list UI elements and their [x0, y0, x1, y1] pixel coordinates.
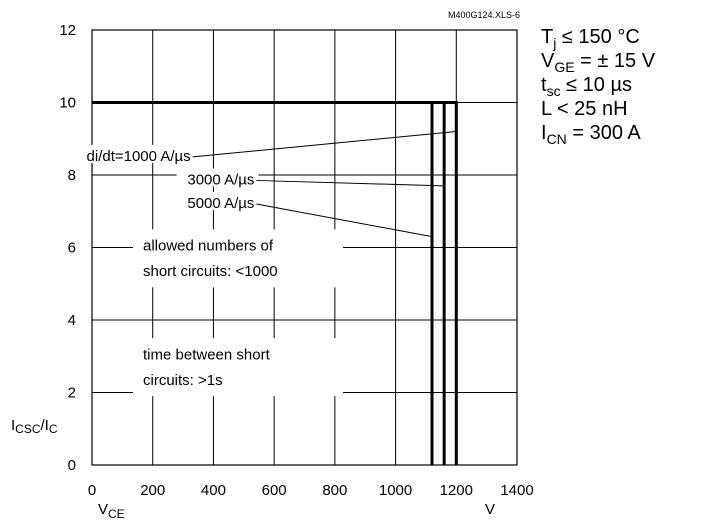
note-line: time between short — [143, 346, 271, 363]
note-line: short circuits: <1000 — [143, 263, 278, 280]
annotation-pointer — [256, 179, 445, 187]
y-tick-label: 2 — [68, 385, 76, 402]
note-background — [133, 338, 343, 397]
annotation-background — [63, 144, 195, 163]
x-tick-label: 1400 — [500, 482, 533, 499]
annotation-label: 3000 A/µs — [187, 171, 254, 188]
y-axis-label: ICSC/IC — [11, 417, 58, 436]
y-tick-label: 10 — [59, 95, 76, 112]
note-block: allowed numbers of short circuits: <1000 — [133, 229, 343, 288]
series-line — [92, 101, 434, 465]
x-tick-label: 400 — [201, 482, 226, 499]
condition-line: VGE = ± 15 V — [541, 50, 656, 75]
annotation-pointer — [192, 131, 457, 158]
axis-labels: VCE V ICSC/IC — [11, 417, 495, 521]
y-tick-label: 8 — [68, 167, 76, 184]
note-line: circuits: >1s — [143, 372, 223, 389]
annotation-label: di/dt=1000 A/µs — [87, 148, 191, 165]
notes: allowed numbers of short circuits: <1000 t… — [133, 229, 343, 397]
x-tick-label: 200 — [140, 482, 165, 499]
condition-line: ICN = 300 A — [541, 122, 641, 147]
condition-line: Tj ≤ 150 °C — [541, 26, 640, 51]
note-line: allowed numbers of — [143, 238, 274, 255]
y-tick-label: 6 — [68, 240, 76, 257]
annotation-background — [176, 192, 259, 210]
note-background — [133, 229, 343, 288]
x-tick-label: 1200 — [440, 482, 473, 499]
annotation-background — [176, 168, 259, 187]
x-tick-label: 600 — [262, 482, 287, 499]
x-axis-label: VCE — [98, 501, 125, 521]
annotation-pointer — [256, 203, 433, 238]
condition-line: tsc ≤ 10 µs — [541, 74, 632, 99]
annotation-label: 5000 A/µs — [187, 195, 254, 212]
y-tick-label: 12 — [59, 22, 76, 39]
x-tick-label: 1000 — [379, 482, 412, 499]
x-tick-label: 0 — [88, 482, 96, 499]
y-tick-label: 0 — [68, 457, 76, 474]
annotations: di/dt=1000 A/µs 3000 A/µs 5000 A/µs — [63, 131, 457, 238]
y-tick-label: 4 — [68, 312, 76, 329]
x-tick-label: 800 — [322, 482, 347, 499]
curves — [92, 101, 458, 465]
x-axis-unit: V — [485, 501, 495, 518]
condition-line: L < 25 nH — [541, 98, 628, 120]
x-tick-labels: 0 200 400 600 800 1000 1200 1400 — [88, 482, 534, 499]
y-tick-labels: 0 2 4 6 8 10 12 — [59, 22, 76, 474]
plot-frame — [91, 29, 518, 466]
source-label: M400G124.XLS-6 — [448, 10, 520, 20]
note-block: time between short circuits: >1s — [133, 338, 343, 397]
